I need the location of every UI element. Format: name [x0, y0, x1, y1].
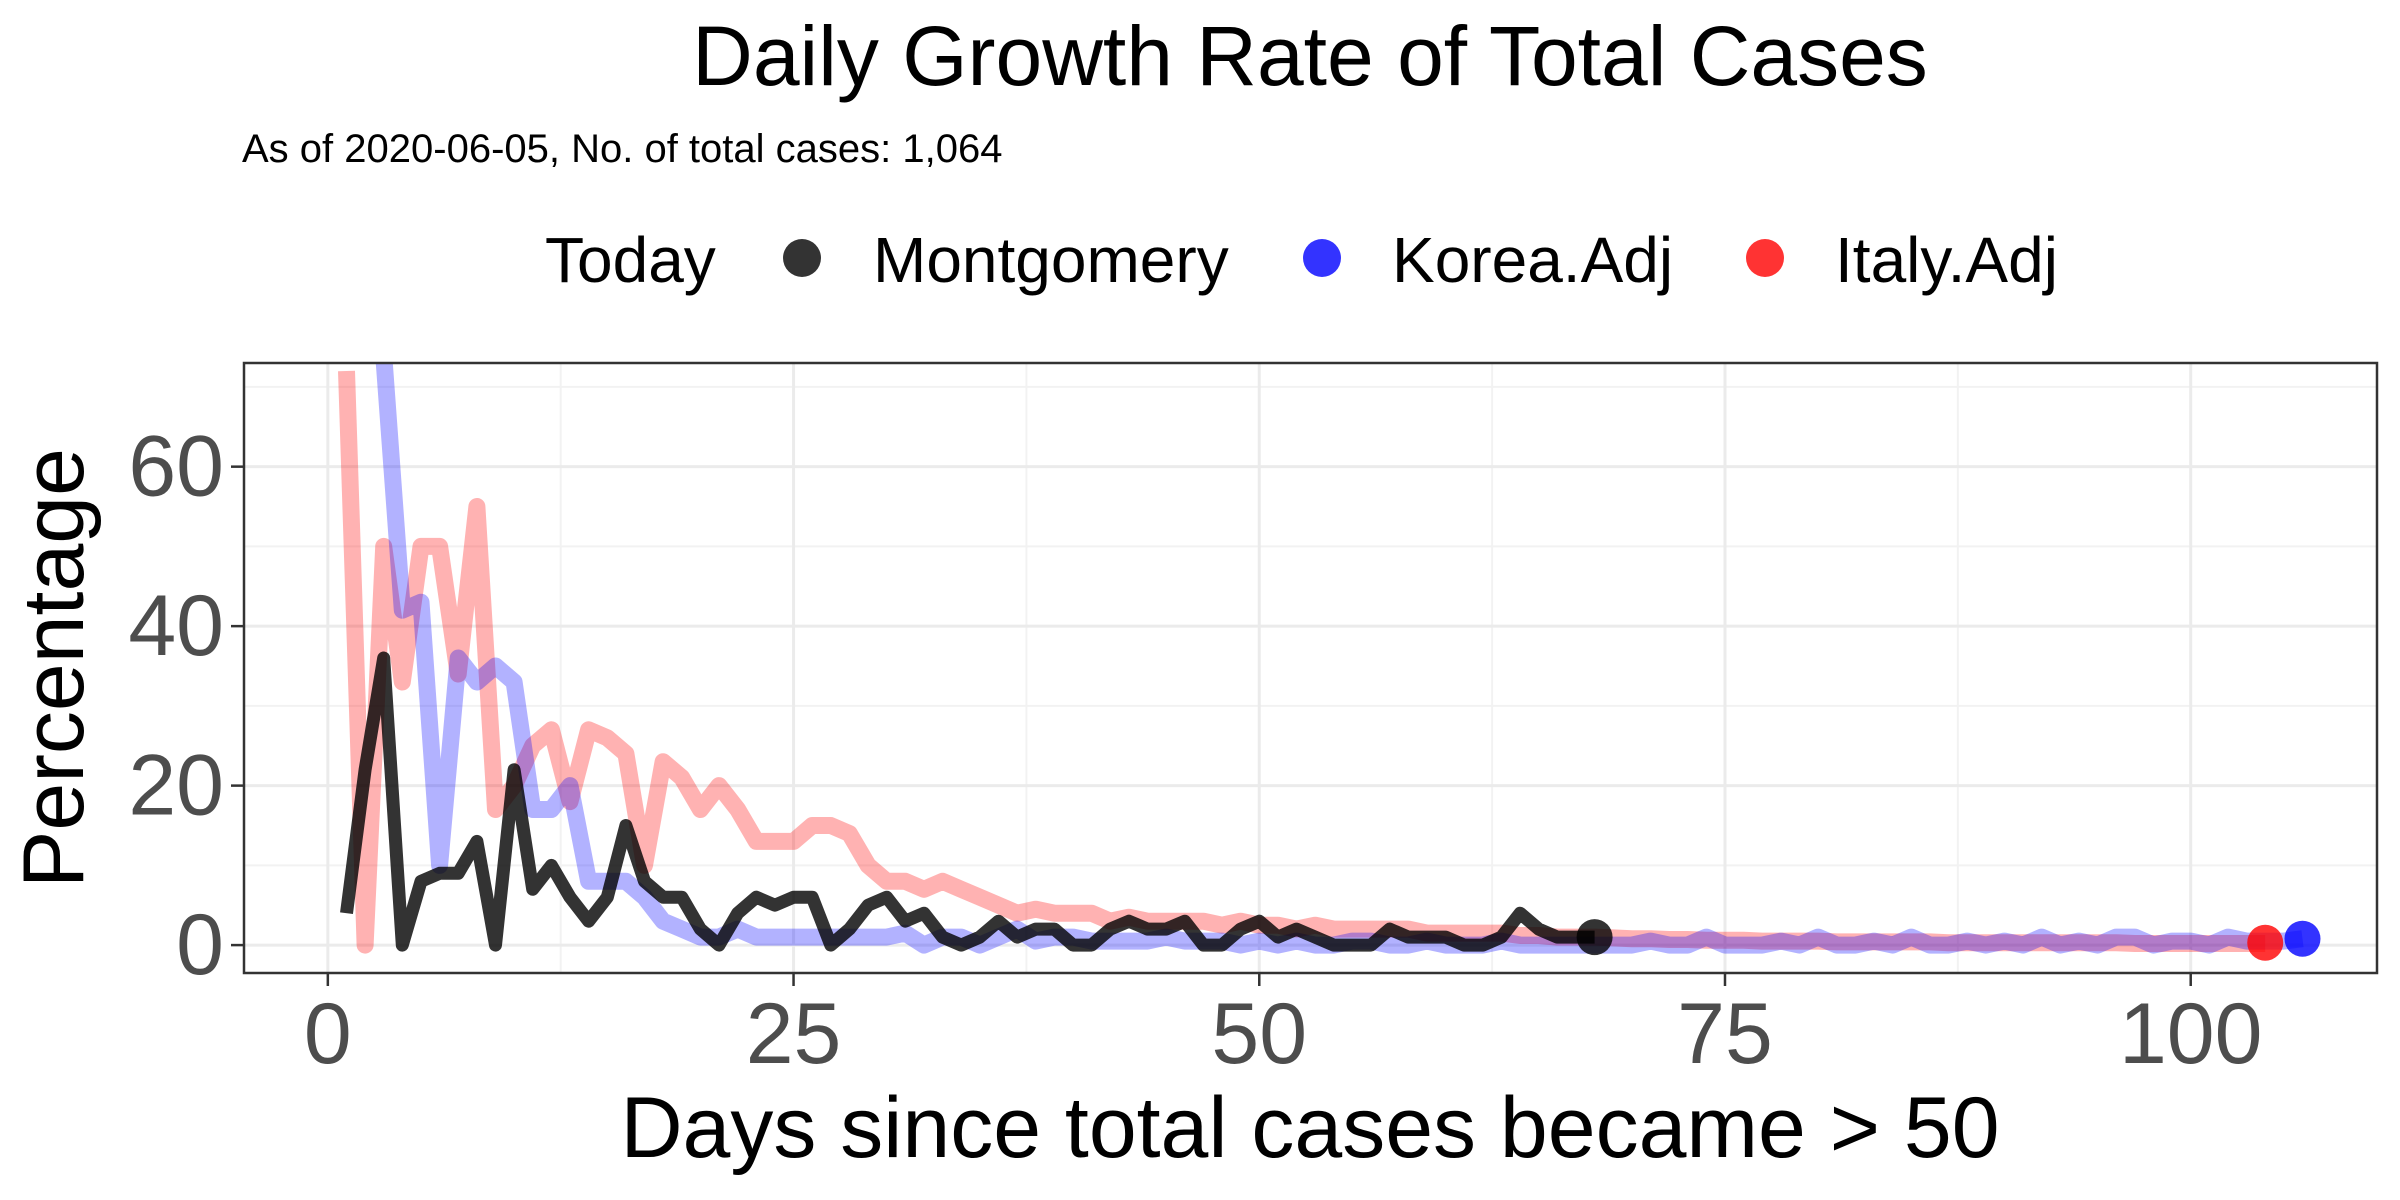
- legend-marker-korea: [1303, 239, 1341, 277]
- x-tick-label: 100: [2119, 986, 2263, 1082]
- x-tick-label: 25: [746, 986, 842, 1082]
- y-tick-label: 60: [128, 419, 224, 515]
- y-axis: 0 20 40 60: [128, 419, 244, 993]
- plot-panel: [244, 363, 2377, 973]
- legend-title: Today: [545, 224, 716, 296]
- x-tick-label: 0: [304, 986, 352, 1082]
- legend-marker-italy: [1746, 239, 1784, 277]
- y-tick-label: 20: [128, 738, 224, 834]
- chart-subtitle: As of 2020-06-05, No. of total cases: 1,…: [242, 127, 1002, 171]
- x-axis-title: Days since total cases became > 50: [620, 1080, 1999, 1176]
- chart-title: Daily Growth Rate of Total Cases: [692, 9, 1928, 103]
- y-axis-title: Percentage: [6, 448, 102, 888]
- legend-marker-montgomery: [783, 239, 821, 277]
- today-marker-montgomery: [1576, 919, 1613, 956]
- today-marker-italy-adj: [2247, 924, 2284, 961]
- series-line-montgomery: [340, 651, 1595, 952]
- today-marker-korea-adj: [2284, 920, 2321, 957]
- legend-label-montgomery: Montgomery: [873, 224, 1229, 296]
- legend: Today Montgomery Korea.Adj Italy.Adj: [545, 224, 2058, 296]
- legend-label-korea: Korea.Adj: [1392, 224, 1673, 296]
- x-tick-label: 50: [1211, 986, 1307, 1082]
- y-tick-label: 40: [128, 578, 224, 674]
- grid: [244, 363, 2377, 973]
- x-axis: 0 25 50 75 100: [304, 973, 2263, 1082]
- series-layer: [338, 363, 2321, 961]
- y-tick-label: 0: [176, 897, 224, 993]
- plot-border: [242, 361, 2379, 975]
- x-tick-label: 75: [1677, 986, 1773, 1082]
- legend-label-italy: Italy.Adj: [1835, 224, 2058, 296]
